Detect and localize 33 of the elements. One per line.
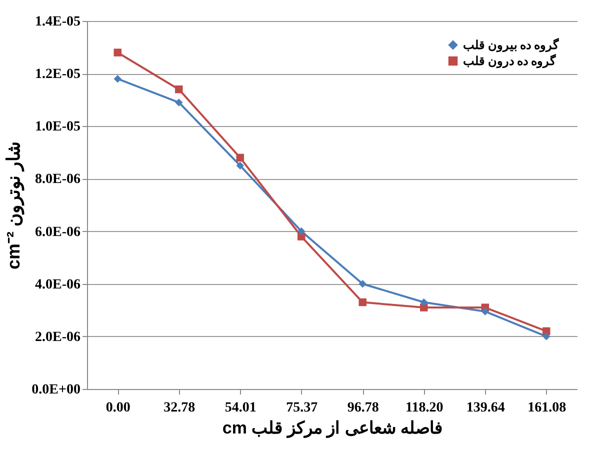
point [420, 298, 428, 306]
y-tick-label: 8.0E-06 [35, 172, 80, 188]
y-tick-label: 1.0E-05 [35, 120, 80, 135]
x-tick-label: 118.20 [406, 400, 444, 416]
x-tick-label: 32.78 [164, 400, 196, 416]
point [358, 298, 366, 306]
point [481, 308, 489, 316]
y-tick-label: 4.0E-06 [35, 277, 80, 292]
point [420, 304, 428, 312]
x-tick-label: 75.37 [286, 400, 318, 416]
x-tick-label: 161.08 [528, 400, 566, 416]
y-axis-title: cm⁻² شار نوترون [4, 141, 25, 270]
point [542, 332, 550, 340]
point [175, 85, 183, 94]
point [114, 74, 122, 83]
y-tick-label: 1.2E-05 [35, 67, 80, 82]
legend-label: گروه ده درون قلب [463, 53, 556, 69]
point [358, 280, 366, 288]
y-tick-label: 2.0E-06 [35, 330, 80, 345]
point [175, 98, 183, 106]
point [236, 162, 244, 170]
y-tick-label: 1.4E-05 [35, 14, 80, 30]
legend-label: گروه ده بیرون قلب [463, 37, 559, 53]
x-axis-title: cm فاصله شعاعی از مرکز قلب [222, 418, 443, 438]
point [236, 154, 244, 162]
y-tick-label: 0.0E+00 [32, 382, 80, 398]
x-tick-label: 0.00 [106, 400, 130, 416]
y-tick-label: 6.0E-06 [35, 224, 80, 240]
point [114, 48, 122, 56]
x-tick-label: 54.01 [224, 400, 256, 416]
point [298, 227, 306, 236]
x-tick-label: 96.78 [347, 400, 379, 416]
x-tick-label: 139.64 [466, 400, 505, 416]
